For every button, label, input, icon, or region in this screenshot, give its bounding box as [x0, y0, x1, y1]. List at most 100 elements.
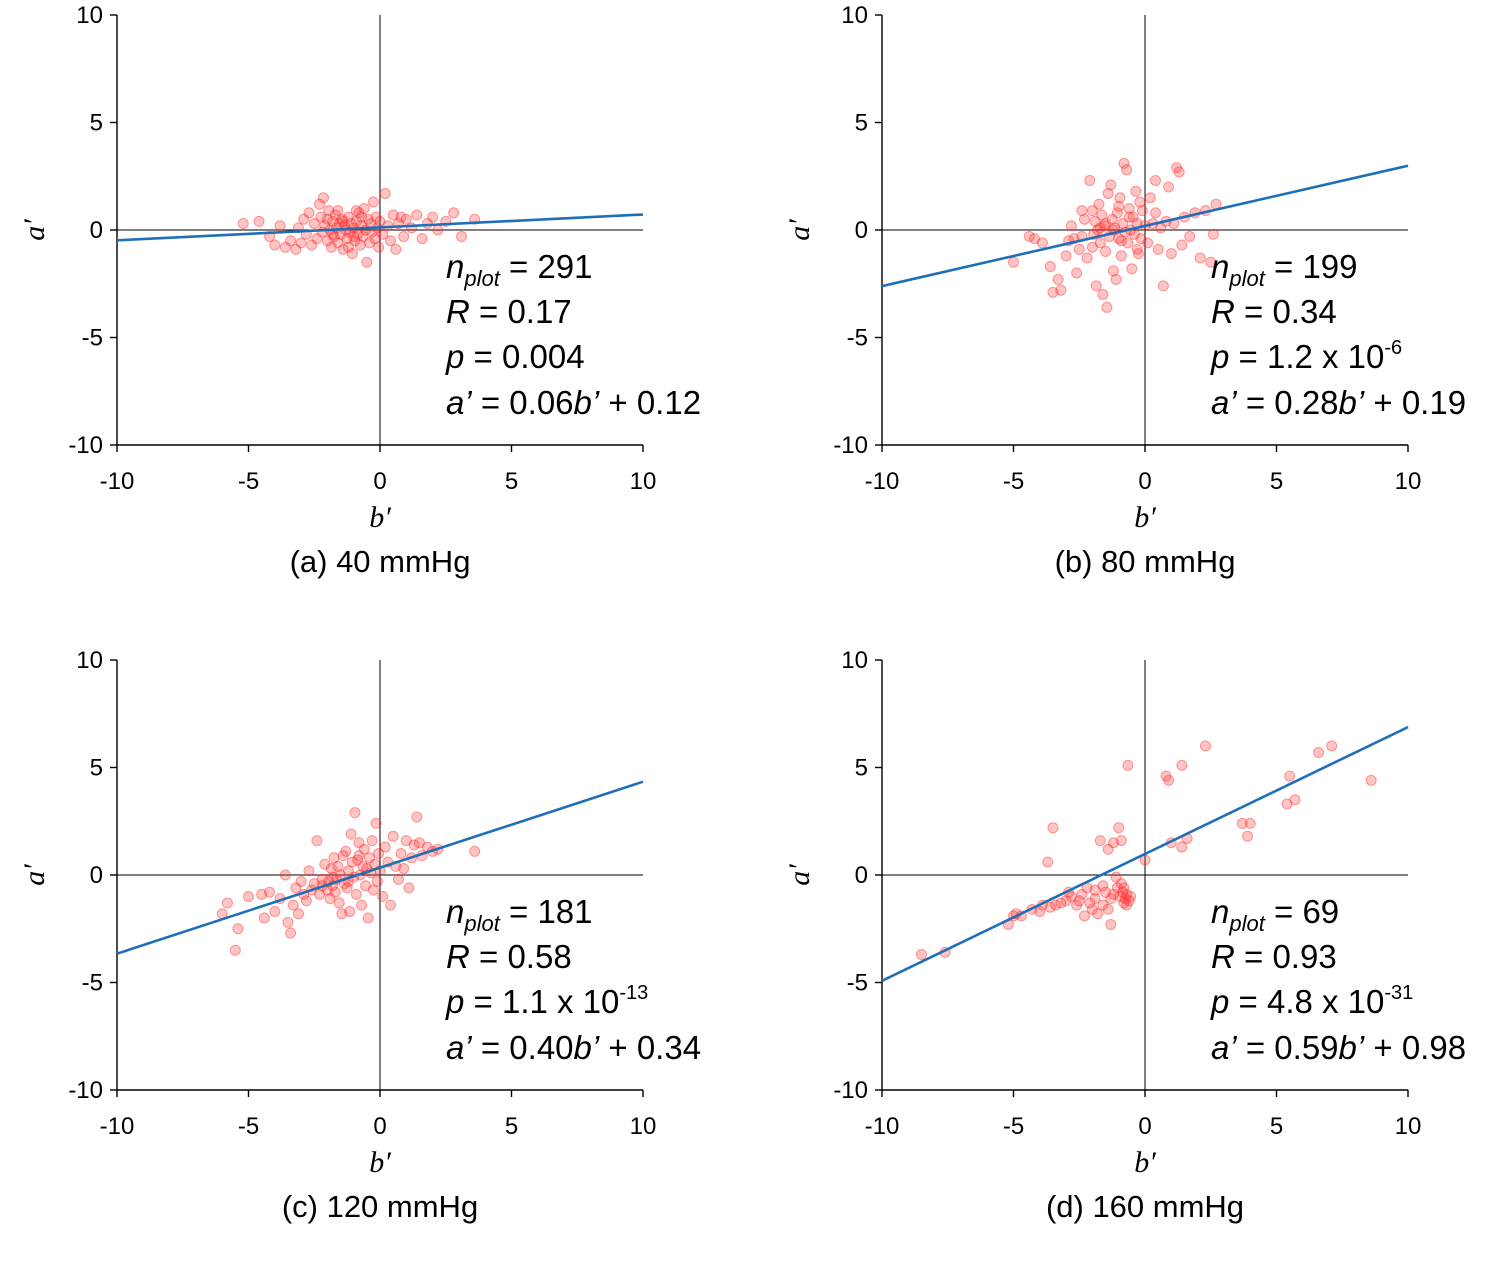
data-point [279, 241, 291, 253]
data-point [1127, 211, 1139, 223]
data-point [1176, 239, 1188, 251]
y-tick-label: 10 [76, 2, 103, 29]
data-point [258, 912, 270, 924]
data-point [379, 841, 391, 853]
data-point [1101, 301, 1113, 313]
stat-p-symbol: p [1210, 338, 1229, 375]
data-point [328, 230, 340, 242]
data-point [1236, 817, 1248, 829]
y-tick-label: 5 [90, 755, 103, 782]
data-point [1094, 237, 1106, 249]
data-point [1173, 166, 1185, 178]
data-point [264, 886, 276, 898]
y-tick-label: 10 [841, 647, 868, 674]
data-point [1065, 220, 1077, 232]
data-point [341, 233, 353, 245]
stat-eq-end: + 0.34 [599, 1029, 701, 1066]
stat-eq-a: a’ [446, 1029, 472, 1066]
stat-r-value: = 0.93 [1235, 938, 1337, 975]
stat-p-value: = 1.1 x 10 [464, 983, 619, 1020]
data-point [371, 875, 383, 887]
data-point [342, 865, 354, 877]
data-point [1114, 891, 1126, 902]
data-point [1163, 181, 1175, 193]
data-point [1284, 770, 1296, 782]
x-tick-label: 5 [1270, 1113, 1283, 1140]
stat-n-value: = 291 [500, 248, 593, 285]
data-point [1165, 248, 1177, 260]
data-point [1114, 192, 1126, 204]
stat-eq-end: + 0.98 [1364, 1029, 1466, 1066]
data-point [1094, 222, 1106, 234]
data-point [411, 811, 423, 823]
regression-line [116, 780, 644, 955]
data-point [1089, 215, 1101, 227]
stat-equation: a’ = 0.28b’ + 0.19 [1211, 384, 1466, 421]
data-point [329, 886, 341, 898]
data-point [379, 187, 391, 199]
x-axis-title: b′ [1134, 501, 1156, 534]
data-point [1073, 895, 1085, 907]
data-point [311, 835, 323, 847]
data-point [287, 899, 299, 911]
data-point [321, 235, 333, 247]
data-point [352, 854, 364, 866]
data-point [1118, 897, 1130, 909]
data-point [1086, 205, 1098, 217]
stat-n-symbol: n [1211, 248, 1229, 285]
data-point [1119, 893, 1131, 905]
data-point [1244, 817, 1256, 829]
data-point [1176, 759, 1188, 771]
data-point [1121, 888, 1133, 900]
data-point [1071, 899, 1083, 911]
y-tick-label: 5 [855, 110, 868, 137]
data-point [1065, 891, 1077, 902]
data-point [337, 243, 349, 255]
data-point [1176, 841, 1188, 853]
data-point [325, 241, 337, 253]
y-tick-label: -10 [68, 1077, 103, 1104]
data-point [290, 882, 302, 894]
data-point [1100, 246, 1112, 257]
stat-p-symbol: p [445, 983, 464, 1020]
data-point [377, 228, 389, 240]
data-point [332, 205, 344, 217]
data-point [385, 235, 397, 247]
data-point [1205, 256, 1217, 268]
data-point [432, 224, 444, 236]
data-point [1194, 252, 1206, 264]
data-point [1125, 891, 1137, 902]
stat-n-subscript: plot [463, 911, 500, 936]
data-point [324, 893, 336, 905]
data-point [1115, 250, 1127, 262]
data-point [1121, 899, 1133, 911]
stat-r-symbol: R [446, 938, 470, 975]
y-axis-title: a′ [783, 219, 816, 241]
data-point [350, 888, 362, 900]
stat-equation: a’ = 0.06b’ + 0.12 [446, 384, 701, 421]
data-point [370, 817, 382, 829]
data-point [269, 239, 281, 251]
stat-n: nplot = 199 [1211, 248, 1358, 291]
stat-n-value: = 69 [1265, 893, 1339, 930]
stat-n-symbol: n [1211, 893, 1229, 930]
data-point [1092, 908, 1104, 920]
data-point [1121, 164, 1133, 176]
data-point [316, 873, 328, 885]
data-point [332, 237, 344, 249]
data-point [1073, 243, 1085, 255]
data-point [395, 848, 407, 859]
data-point [1150, 207, 1162, 219]
data-point [342, 211, 354, 223]
data-point [300, 895, 312, 907]
x-axis-title: b′ [369, 1146, 391, 1179]
data-point [306, 239, 318, 251]
x-tick-label: 10 [630, 1113, 657, 1140]
data-point [282, 916, 294, 928]
stat-eq-a: a’ [1211, 1029, 1237, 1066]
data-point [370, 211, 382, 223]
data-point [1326, 740, 1338, 752]
data-point [377, 891, 389, 902]
data-point [1111, 207, 1123, 219]
